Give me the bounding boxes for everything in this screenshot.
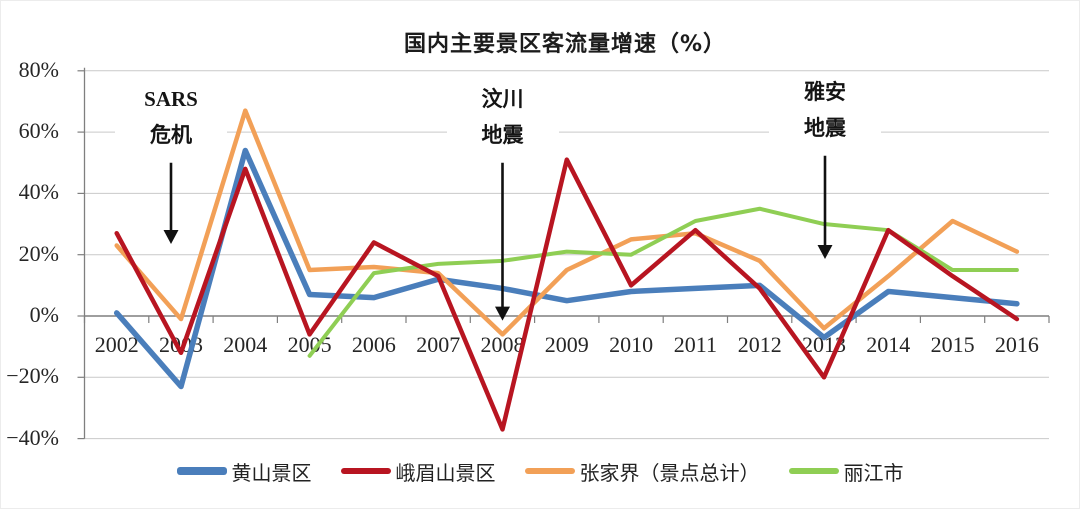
x-axis-label: 2010 (609, 332, 654, 357)
chart-title: 国内主要景区客流量增速（%） (403, 32, 727, 57)
annotation-text-line: 地震 (481, 122, 524, 147)
y-axis-label: 20% (18, 240, 59, 266)
x-axis-label: 2002 (94, 332, 139, 357)
x-axis-label: 2014 (866, 332, 911, 357)
annotation-text-line: 汶川 (481, 86, 524, 111)
legend-item-zhangjiajie: 张家界（景点总计） (524, 457, 760, 486)
legend-label-zhangjiajie: 张家界（景点总计） (579, 460, 760, 485)
legend-swatch-zhangjiajie (524, 468, 575, 474)
annotation-text-line: 危机 (150, 122, 192, 147)
legend-label-lijiang: 丽江市 (843, 460, 904, 485)
annotation-arrowhead-2008 (495, 306, 510, 321)
x-axis-label: 2004 (223, 332, 268, 357)
y-axis-label: 40% (18, 179, 59, 205)
y-axis-label: −20% (6, 363, 59, 389)
x-axis-label: 2006 (351, 332, 396, 357)
x-axis-label: 2015 (930, 332, 975, 357)
annotation-text-line: SARS (144, 86, 198, 111)
y-axis-label: 60% (18, 118, 59, 144)
legend: 黄山景区 峨眉山景区 张家界（景点总计） 丽江市 (1, 453, 1079, 489)
annotation-label-2003: SARS 危机 (115, 80, 227, 153)
legend-item-emeishan: 峨眉山景区 (340, 457, 496, 486)
annotation-arrowhead-2013 (817, 244, 833, 259)
series-line-huangshan (113, 147, 1020, 390)
legend-label-emeishan: 峨眉山景区 (395, 460, 496, 485)
legend-swatch-huangshan (176, 467, 227, 475)
y-axis-label: 0% (29, 302, 59, 327)
x-axis-label: 2007 (416, 332, 461, 357)
annotation-label-2013: 雅安 地震 (769, 73, 881, 146)
annotation-label-2008: 汶川 地震 (446, 80, 559, 153)
x-axis-label: 2012 (737, 332, 782, 357)
annotation-arrowhead-2003 (163, 229, 179, 244)
legend-swatch-lijiang (788, 468, 839, 474)
series-line-lijiang (307, 206, 1019, 358)
legend-item-huangshan: 黄山景区 (176, 457, 312, 486)
series-line-emeishan (114, 157, 1020, 432)
y-axis-label: −40% (6, 424, 59, 450)
legend-item-lijiang: 丽江市 (788, 457, 904, 486)
legend-swatch-emeishan (340, 468, 391, 474)
x-axis-label: 2011 (673, 332, 717, 357)
legend-label-huangshan: 黄山景区 (231, 460, 312, 485)
series-line-zhangjiajie (114, 108, 1020, 337)
x-axis-label: 2009 (544, 332, 589, 357)
x-axis-label: 2016 (994, 332, 1039, 357)
annotation-text-line: 地震 (804, 115, 846, 140)
y-axis-label: 80% (18, 56, 59, 82)
annotation-text-line: 雅安 (804, 79, 846, 104)
